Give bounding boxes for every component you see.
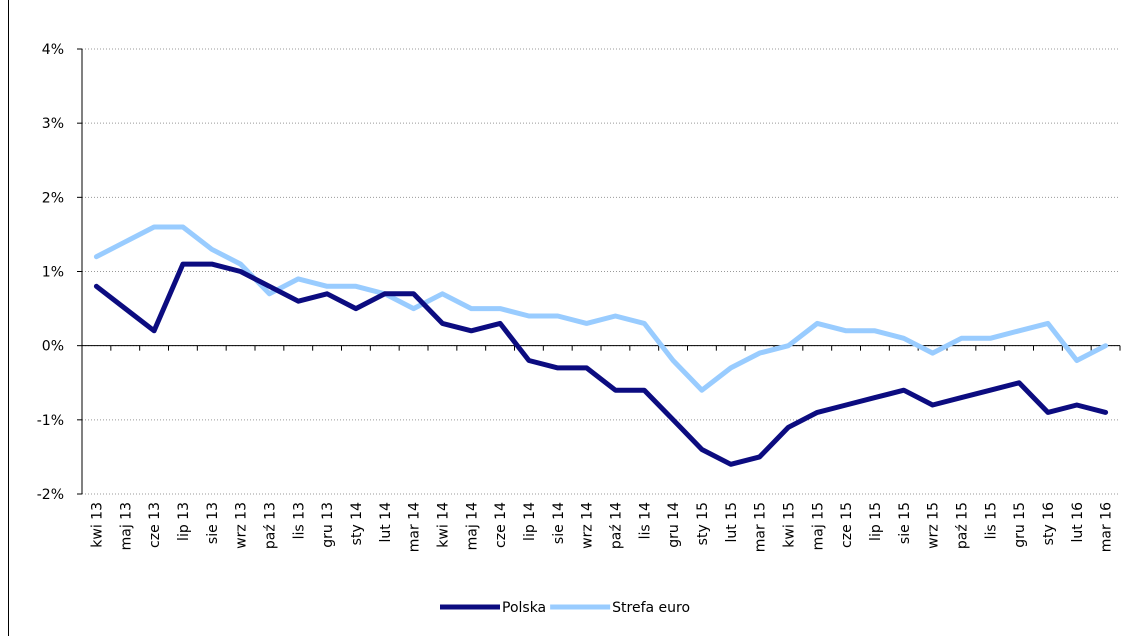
x-tick-label: lut 16 xyxy=(1070,502,1086,543)
y-tick-label: 3% xyxy=(42,116,64,132)
x-tick-label: mar 15 xyxy=(753,502,769,552)
y-tick-label: 1% xyxy=(42,265,64,281)
x-tick-label: sty 16 xyxy=(1041,502,1057,545)
y-tick-label: -1% xyxy=(37,413,64,429)
x-tick-label: sie 13 xyxy=(205,502,221,544)
x-tick-label: mar 14 xyxy=(407,502,423,552)
x-tick-label: wrz 14 xyxy=(580,502,596,549)
x-tick-label: gru 13 xyxy=(320,502,336,548)
x-tick-label: lut 14 xyxy=(378,502,394,543)
y-tick-label: 2% xyxy=(42,190,64,206)
x-tick-label: cze 13 xyxy=(147,502,163,548)
x-tick-label: lip 13 xyxy=(176,502,192,541)
x-tick-label: lip 14 xyxy=(522,502,538,541)
x-tick-label: maj 14 xyxy=(464,502,480,550)
x-tick-label: cze 15 xyxy=(839,502,855,548)
x-tick-label: lut 15 xyxy=(724,502,740,543)
x-tick-label: kwi 14 xyxy=(435,502,451,548)
y-tick-label: 4% xyxy=(42,42,64,58)
x-tick-label: mar 16 xyxy=(1099,502,1115,552)
x-tick-label: lip 15 xyxy=(868,502,884,541)
x-tick-label: wrz 15 xyxy=(926,502,942,549)
x-tick-label: sty 15 xyxy=(695,502,711,545)
x-tick-label: sty 14 xyxy=(349,502,365,545)
x-tick-label: paź 14 xyxy=(608,502,624,549)
series-line xyxy=(93,261,1109,467)
x-tick-label: cze 14 xyxy=(493,502,509,548)
x-tick-label: maj 15 xyxy=(810,502,826,550)
x-tick-label: lis 15 xyxy=(983,502,999,539)
y-tick-label: -2% xyxy=(37,487,64,503)
x-tick-label: paź 13 xyxy=(262,502,278,549)
x-tick-label: kwi 13 xyxy=(89,502,105,548)
x-tick-label: gru 14 xyxy=(666,502,682,548)
y-tick-label: 0% xyxy=(42,339,64,355)
x-tick-label: sie 14 xyxy=(551,502,567,544)
x-tick-label: lis 13 xyxy=(291,502,307,539)
x-tick-label: gru 15 xyxy=(1012,502,1028,548)
legend-label: Polska xyxy=(502,600,546,616)
x-tick-label: sie 15 xyxy=(897,502,913,544)
x-tick-label: wrz 13 xyxy=(234,502,250,549)
x-tick-label: paź 15 xyxy=(954,502,970,549)
series-line xyxy=(93,224,1109,393)
x-tick-label: lis 14 xyxy=(637,502,653,539)
x-tick-label: maj 13 xyxy=(118,502,134,550)
x-tick-label: kwi 15 xyxy=(781,502,797,548)
legend-label: Strefa euro xyxy=(612,600,690,616)
